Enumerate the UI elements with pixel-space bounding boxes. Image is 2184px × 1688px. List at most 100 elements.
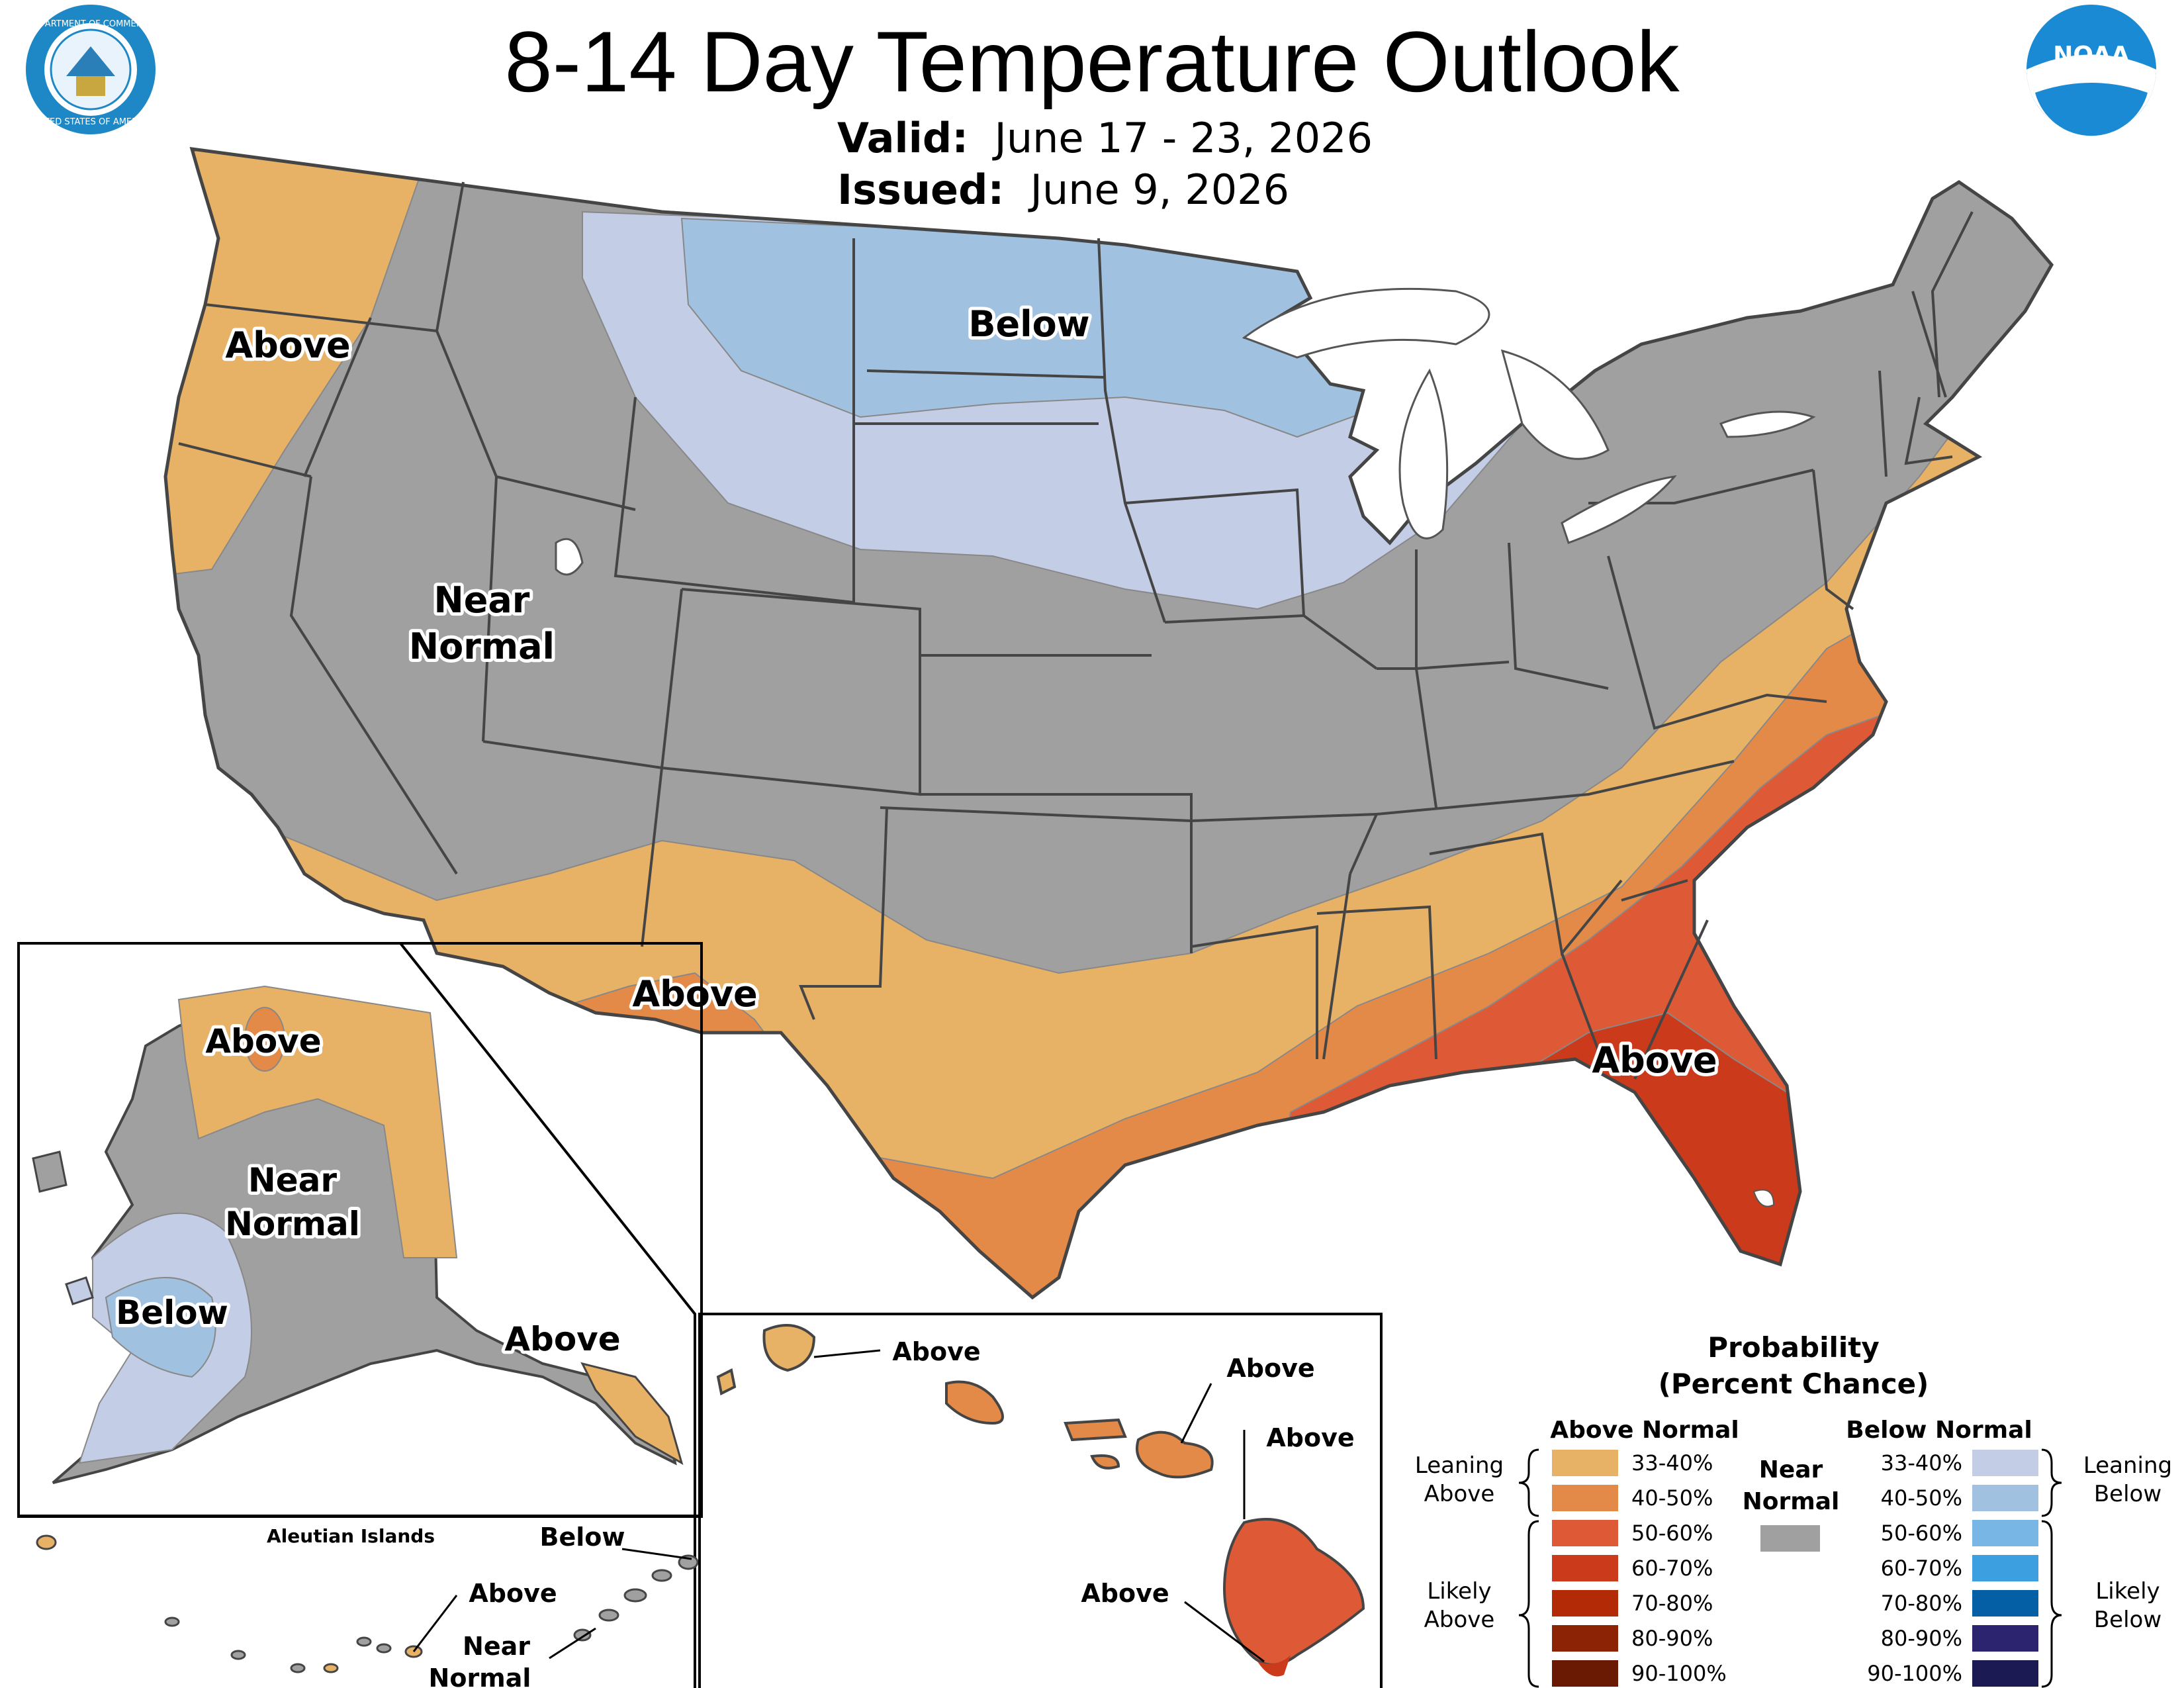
legend: Probability (Percent Chance) Above Norma… — [1415, 1331, 2172, 1688]
lake-erie — [1561, 475, 1677, 544]
kauai-island — [762, 1324, 816, 1372]
lake-ontario — [1719, 410, 1816, 438]
molokai-island — [1064, 1418, 1127, 1442]
hawaii-inset: Above Above Above Above — [698, 1313, 1383, 1688]
alaska-label-below-west: Below — [116, 1293, 228, 1332]
hawaii-frame — [698, 1313, 1383, 1688]
valid-line: Valid: June 17 - 23, 2026 — [837, 114, 1373, 162]
commerce-logo-icon: DEPARTMENT OF COMMERCE UNITED STATES OF … — [26, 5, 156, 134]
great-salt-lake — [555, 538, 584, 576]
legend-likely-below-1: Likely — [2095, 1578, 2160, 1605]
legend-near-swatch — [1760, 1525, 1820, 1552]
legend-likely-above-1: Likely — [1427, 1578, 1491, 1605]
conus-outline — [163, 147, 2054, 1300]
issued-value: June 9, 2026 — [1030, 165, 1290, 214]
legend-below-range-0: 33-40% — [1881, 1450, 1962, 1476]
legend-above-range-1: 40-50% — [1631, 1485, 1713, 1511]
legend-above-swatch-2 — [1552, 1520, 1618, 1546]
hawaii-label-maui: Above — [1226, 1354, 1314, 1383]
oahu-island — [945, 1380, 1004, 1425]
legend-above-swatch-4 — [1552, 1590, 1618, 1617]
state-boundaries — [178, 181, 1974, 1080]
legend-above-range-0: 33-40% — [1631, 1450, 1713, 1476]
big-island — [1222, 1518, 1365, 1666]
alaska-label-near-2: Normal — [225, 1205, 360, 1243]
legend-below-range-2: 50-60% — [1881, 1521, 1962, 1546]
alaska-label-above-north: Above — [205, 1022, 321, 1060]
legend-above-swatch-5 — [1552, 1625, 1618, 1652]
alaska-inset: Above Near Normal Below Above — [17, 942, 703, 1688]
niihau-island — [716, 1368, 737, 1395]
legend-below-swatch-1 — [1972, 1485, 2038, 1511]
legend-below-header: Below Normal — [1846, 1417, 2032, 1444]
alaska-below-40-region — [105, 1277, 216, 1378]
legend-above-swatch-0 — [1552, 1450, 1618, 1476]
commerce-bottom-text: UNITED STATES OF AMERICA — [29, 117, 152, 127]
legend-above-range-2: 50-60% — [1631, 1521, 1713, 1546]
legend-likely-below-2: Below — [2094, 1607, 2161, 1633]
legend-above-range-3: 60-70% — [1631, 1556, 1713, 1581]
aleutian-label-near-2: Normal — [429, 1664, 531, 1688]
legend-above-swatch-6 — [1552, 1660, 1618, 1687]
legend-title-1: Probability — [1707, 1331, 1879, 1364]
hawaii-label-molokai: Above — [1266, 1423, 1354, 1452]
noaa-text: NOAA — [2053, 42, 2130, 69]
map-title: 8-14 Day Temperature Outlook — [504, 13, 1680, 110]
aleutian-label-below: Below — [540, 1523, 625, 1552]
issued-line: Issued: June 9, 2026 — [837, 165, 1289, 214]
legend-below-range-4: 70-80% — [1881, 1591, 1962, 1616]
legend-leaning-above-2: Above — [1424, 1481, 1495, 1507]
conus-label-below-north: Below — [968, 303, 1089, 345]
legend-below-swatch-0 — [1972, 1450, 2038, 1476]
legend-above-swatch-3 — [1552, 1555, 1618, 1581]
lake-okeechobee — [1752, 1189, 1775, 1207]
lake-michigan — [1398, 368, 1449, 539]
legend-below-range-3: 60-70% — [1881, 1556, 1962, 1581]
legend-below-swatch-3 — [1972, 1555, 2038, 1581]
conus-label-near-1: Near — [434, 579, 530, 621]
lanai-island — [1090, 1454, 1120, 1470]
legend-below-range-5: 80-90% — [1881, 1626, 1962, 1651]
maui-island — [1136, 1430, 1214, 1479]
legend-above-header: Above Normal — [1550, 1417, 1739, 1444]
legend-above-range-5: 80-90% — [1631, 1626, 1713, 1651]
legend-near-2: Normal — [1743, 1488, 1840, 1515]
aleutian-title: Aleutian Islands — [267, 1525, 435, 1547]
legend-below-bins: 33-40% 40-50% 50-60% 60-70% 70-80% 80-90% 90-1… — [1867, 1450, 2038, 1687]
legend-above-range-4: 70-80% — [1631, 1591, 1713, 1616]
legend-leaning-above-1: Leaning — [1415, 1452, 1504, 1479]
legend-above-range-6: 90-100% — [1631, 1661, 1727, 1686]
legend-above-swatch-1 — [1552, 1485, 1618, 1511]
aleutian-inset: Aleutian Islands Below Above Near Normal — [36, 1523, 699, 1688]
legend-below-range-6: 90-100% — [1867, 1661, 1962, 1686]
hawaii-label-kauai: Above — [892, 1337, 980, 1366]
alaska-label-near-1: Near — [248, 1161, 337, 1199]
lake-huron — [1500, 349, 1610, 460]
legend-below-swatch-2 — [1972, 1520, 2038, 1546]
alaska-above-40-region — [244, 1007, 285, 1072]
conus-label-above-southwest: Above — [632, 973, 757, 1015]
valid-label: Valid: — [837, 114, 969, 162]
alaska-panhandle-above-region — [580, 1362, 684, 1466]
legend-below-swatch-4 — [1972, 1590, 2038, 1617]
conus-label-above-west: Above — [225, 324, 350, 366]
legend-leaning-below-2: Below — [2094, 1481, 2161, 1507]
aleutian-label-above: Above — [469, 1579, 557, 1608]
lake-superior — [1242, 287, 1490, 359]
legend-above-bins: 33-40% 40-50% 50-60% 60-70% 70-80% 80-90% 90-1… — [1552, 1450, 1727, 1687]
conus-label-near-2: Normal — [409, 626, 555, 667]
valid-value: June 17 - 23, 2026 — [994, 114, 1373, 162]
legend-near-1: Near — [1759, 1456, 1823, 1483]
legend-likely-above-2: Above — [1424, 1607, 1495, 1633]
issued-label: Issued: — [837, 165, 1005, 214]
noaa-logo-icon: NOAA — [2026, 5, 2156, 136]
legend-below-range-1: 40-50% — [1881, 1485, 1962, 1511]
alaska-label-above-southeast: Above — [504, 1320, 620, 1358]
commerce-top-text: DEPARTMENT OF COMMERCE — [28, 19, 154, 29]
legend-below-swatch-6 — [1972, 1660, 2038, 1687]
legend-below-swatch-5 — [1972, 1625, 2038, 1652]
legend-leaning-below-1: Leaning — [2083, 1452, 2172, 1479]
conus-label-above-southeast: Above — [1592, 1039, 1717, 1081]
legend-title-2: (Percent Chance) — [1659, 1368, 1929, 1400]
